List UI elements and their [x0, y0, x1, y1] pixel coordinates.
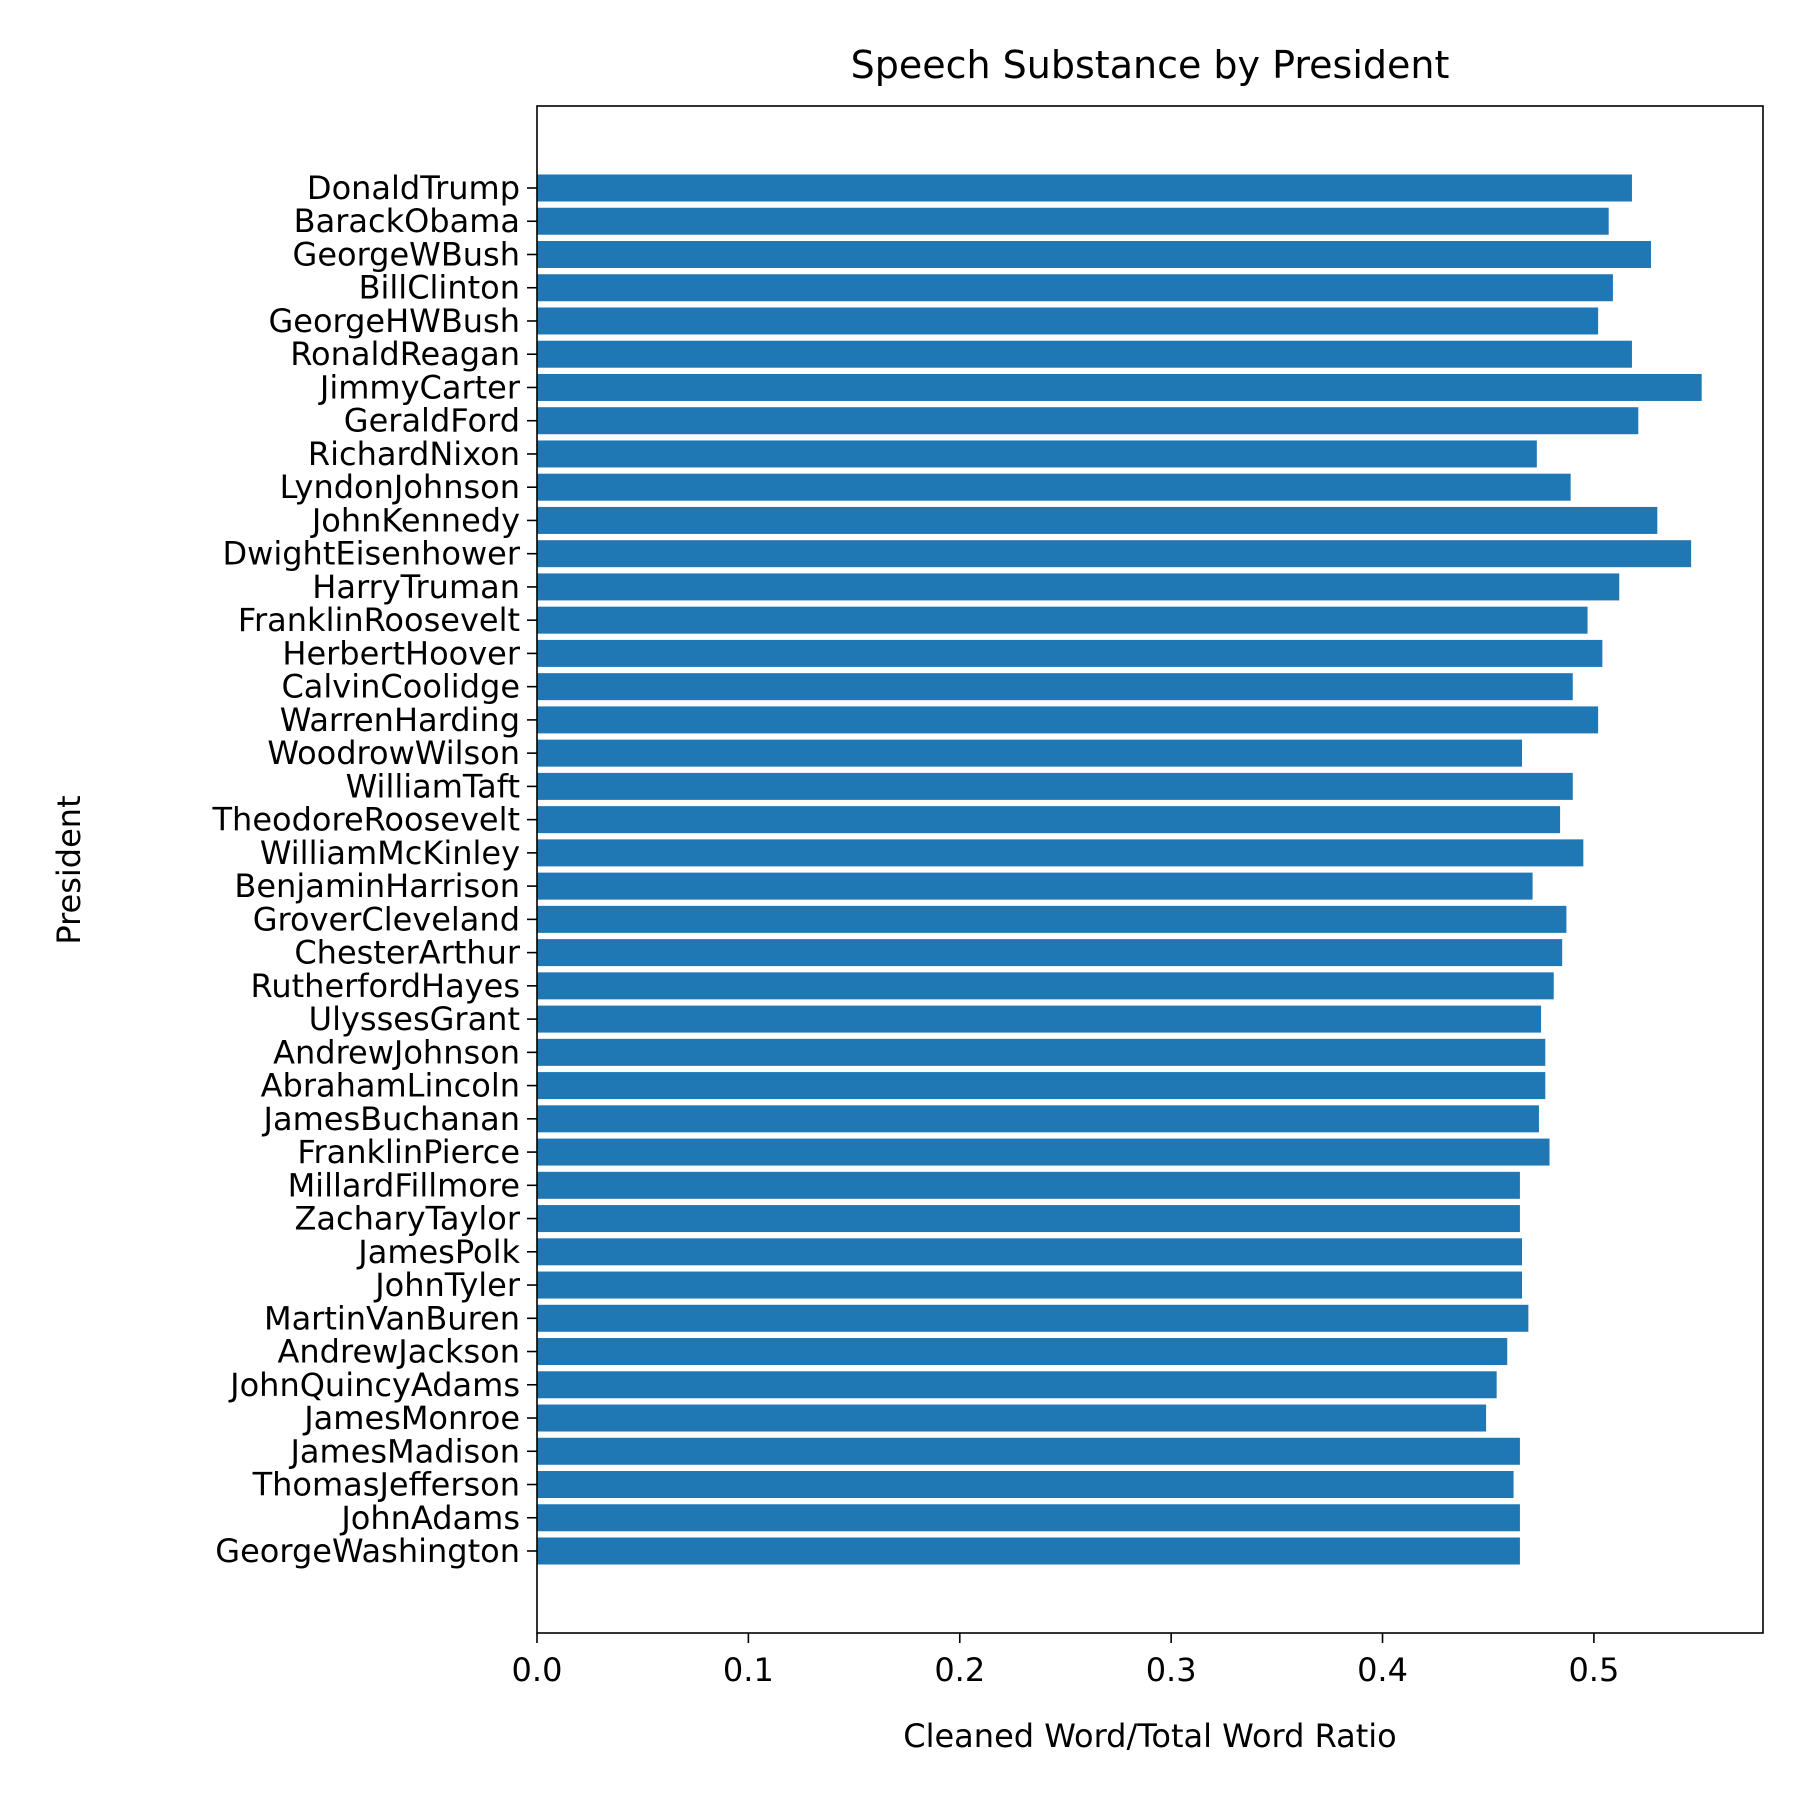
- bar-jamesmadison: [537, 1437, 1520, 1465]
- y-tick-label: RichardNixon: [308, 435, 520, 473]
- bar-harrytruman: [537, 573, 1620, 601]
- bars-layer: [537, 174, 1702, 1565]
- y-tick-label: ThomasJefferson: [252, 1466, 520, 1504]
- x-tick-label: 0.1: [723, 1651, 774, 1689]
- bar-georgehwbush: [537, 307, 1599, 335]
- bar-calvincoolidge: [537, 673, 1573, 701]
- bar-georgewashington: [537, 1537, 1520, 1565]
- y-tick-label: GeorgeWBush: [293, 235, 520, 273]
- bar-williamtaft: [537, 772, 1573, 800]
- bar-johnquincyadams: [537, 1371, 1497, 1399]
- bar-andrewjohnson: [537, 1038, 1546, 1066]
- bar-johntyler: [537, 1271, 1523, 1299]
- bar-benjaminharrison: [537, 872, 1533, 900]
- y-tick-label: UlyssesGrant: [309, 1000, 520, 1038]
- y-tick-label: JamesBuchanan: [262, 1100, 520, 1138]
- y-tick-label: RutherfordHayes: [251, 967, 520, 1005]
- y-tick-label: JamesMadison: [288, 1432, 520, 1470]
- bar-williammckinley: [537, 839, 1584, 867]
- bar-abrahamlincoln: [537, 1072, 1546, 1100]
- bar-jamesbuchanan: [537, 1105, 1539, 1133]
- bar-woodrowwilson: [537, 739, 1523, 767]
- y-tick-label: BarackObama: [294, 202, 520, 240]
- y-tick-label: WilliamTaft: [346, 767, 520, 805]
- y-tick-label: BenjaminHarrison: [234, 867, 520, 905]
- y-tick-label: GeorgeWashington: [215, 1532, 520, 1570]
- bar-jimmycarter: [537, 373, 1702, 401]
- bar-theodoreroosevelt: [537, 806, 1561, 834]
- bar-martinvanburen: [537, 1304, 1529, 1332]
- bar-geraldford: [537, 407, 1639, 435]
- y-tick-label: GroverCleveland: [253, 900, 520, 938]
- y-tick-label: WoodrowWilson: [267, 734, 520, 772]
- bar-thomasjefferson: [537, 1471, 1514, 1499]
- y-tick-label: CalvinCoolidge: [281, 668, 520, 706]
- y-tick-label: GeraldFord: [344, 402, 520, 440]
- x-tick-label: 0.3: [1146, 1651, 1197, 1689]
- y-tick-label: JimmyCarter: [318, 368, 521, 406]
- y-tick-label: RonaldReagan: [290, 335, 520, 373]
- bar-barackobama: [537, 207, 1609, 235]
- y-tick-label: AndrewJohnson: [273, 1033, 520, 1071]
- bar-ulyssesgrant: [537, 1005, 1542, 1033]
- y-tick-label: WarrenHarding: [280, 701, 520, 739]
- y-tick-label: JohnQuincyAdams: [228, 1366, 520, 1404]
- x-tick-label: 0.5: [1568, 1651, 1619, 1689]
- y-tick-label: JohnAdams: [339, 1499, 520, 1537]
- y-tick-label: JamesPolk: [356, 1233, 520, 1271]
- bar-ronaldreagan: [537, 340, 1632, 368]
- y-tick-label: MartinVanBuren: [264, 1299, 520, 1337]
- bar-johnadams: [537, 1504, 1520, 1532]
- bar-franklinroosevelt: [537, 606, 1588, 634]
- x-axis-label: Cleaned Word/Total Word Ratio: [903, 1717, 1397, 1755]
- y-tick-label: JohnKennedy: [310, 501, 520, 539]
- y-tick-label: TheodoreRoosevelt: [212, 801, 521, 839]
- y-tick-label: FranklinRoosevelt: [238, 601, 520, 639]
- y-tick-label: ZacharyTaylor: [294, 1200, 520, 1238]
- y-axis-label: President: [50, 795, 88, 944]
- y-tick-label: HerbertHoover: [282, 634, 520, 672]
- y-axis-ticks: GeorgeWashingtonJohnAdamsThomasJefferson…: [212, 169, 537, 1570]
- bar-rutherfordhayes: [537, 972, 1554, 1000]
- x-tick-label: 0.0: [512, 1651, 563, 1689]
- y-tick-label: DonaldTrump: [307, 169, 520, 207]
- bar-andrewjackson: [537, 1338, 1508, 1366]
- x-tick-label: 0.2: [934, 1651, 985, 1689]
- bar-herberthoover: [537, 639, 1603, 667]
- y-tick-label: JohnTyler: [373, 1266, 521, 1304]
- y-tick-label: ChesterArthur: [294, 934, 521, 972]
- y-tick-label: HarryTruman: [312, 568, 520, 606]
- bar-johnkennedy: [537, 506, 1658, 534]
- bar-donaldtrump: [537, 174, 1632, 202]
- y-tick-label: GeorgeHWBush: [268, 302, 520, 340]
- bar-jamesmonroe: [537, 1404, 1487, 1432]
- y-tick-label: MillardFillmore: [288, 1166, 520, 1204]
- y-tick-label: AndrewJackson: [278, 1333, 521, 1371]
- chart-title: Speech Substance by President: [851, 43, 1450, 87]
- bar-chesterarthur: [537, 939, 1563, 967]
- y-tick-label: LyndonJohnson: [280, 468, 520, 506]
- bar-georgewbush: [537, 240, 1651, 268]
- y-tick-label: JamesMonroe: [302, 1399, 520, 1437]
- bar-lyndonjohnson: [537, 473, 1571, 501]
- bar-jamespolk: [537, 1238, 1523, 1266]
- bar-grovercleveland: [537, 905, 1567, 933]
- y-tick-label: DwightEisenhower: [223, 535, 521, 573]
- bar-warrenharding: [537, 706, 1599, 734]
- y-tick-label: WilliamMcKinley: [260, 834, 520, 872]
- plot-area-frame: [536, 105, 1764, 1634]
- x-axis-ticks: 0.0 0.1 0.2 0.3 0.4 0.5: [512, 1633, 1619, 1689]
- bar-millardfillmore: [537, 1171, 1520, 1199]
- bar-billclinton: [537, 274, 1613, 302]
- bar-dwighteisenhower: [537, 540, 1692, 568]
- y-tick-label: FranklinPierce: [297, 1133, 520, 1171]
- bar-franklinpierce: [537, 1138, 1550, 1166]
- y-tick-label: AbrahamLincoln: [261, 1067, 520, 1105]
- bar-zacharytaylor: [537, 1205, 1520, 1233]
- y-tick-label: BillClinton: [359, 269, 520, 307]
- bar-richardnixon: [537, 440, 1537, 468]
- x-tick-label: 0.4: [1357, 1651, 1408, 1689]
